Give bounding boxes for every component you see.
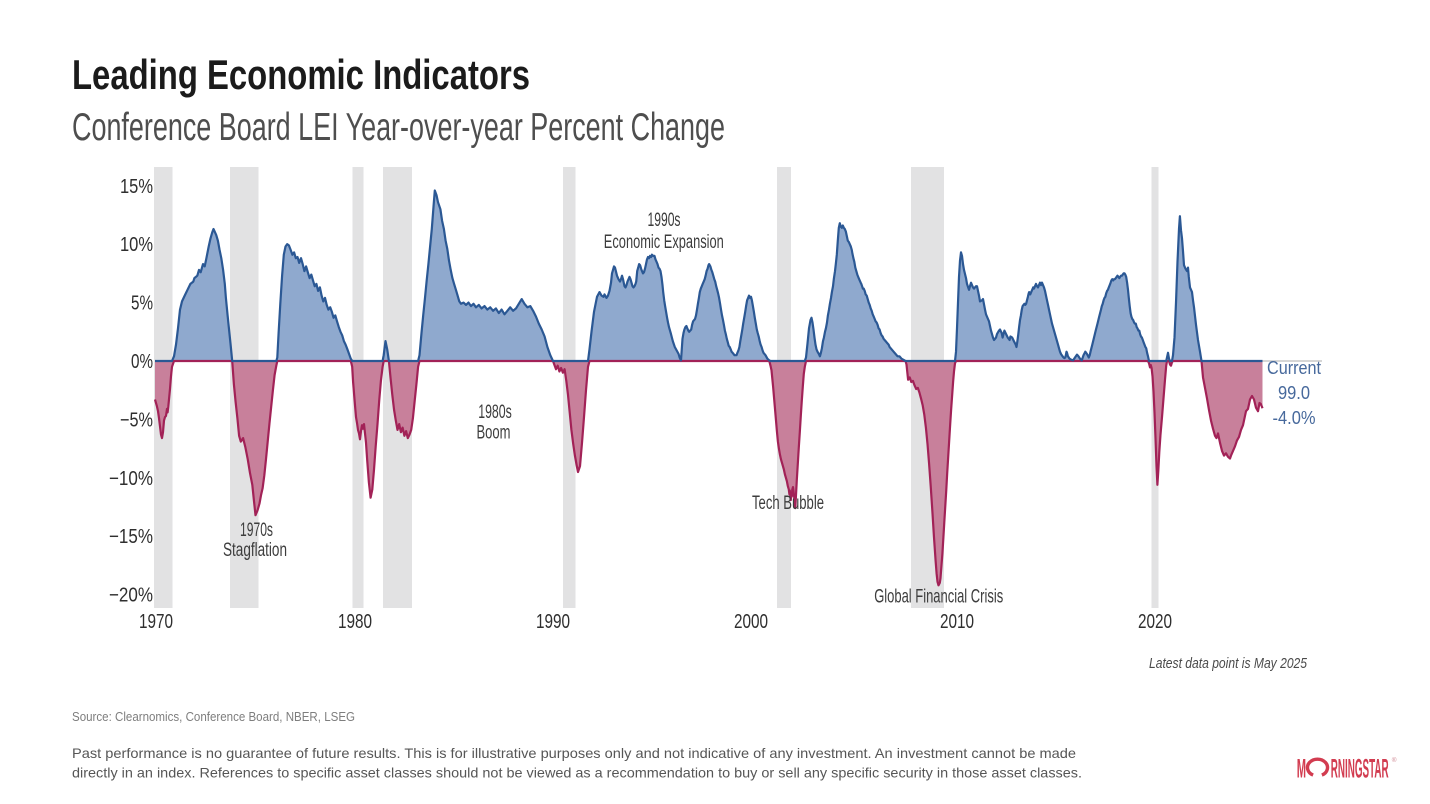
svg-text:Tech Bubble: Tech Bubble (752, 493, 824, 514)
svg-text:−5%: −5% (120, 409, 153, 431)
svg-text:®: ® (1392, 756, 1397, 764)
svg-text:Current: Current (1267, 358, 1321, 378)
svg-text:99.0: 99.0 (1278, 383, 1310, 403)
svg-text:Leading Economic Indicators: Leading Economic Indicators (72, 51, 530, 98)
svg-text:Stagflation: Stagflation (223, 540, 287, 561)
svg-text:directly in an index. Referenc: directly in an index. References to spec… (72, 764, 1082, 780)
svg-text:−15%: −15% (109, 526, 153, 548)
svg-text:0%: 0% (131, 351, 153, 373)
svg-text:2020: 2020 (1138, 611, 1172, 633)
svg-text:2010: 2010 (940, 611, 974, 633)
svg-text:Latest data point is May 2025: Latest data point is May 2025 (1149, 655, 1308, 672)
svg-text:10%: 10% (120, 234, 153, 256)
svg-text:1980: 1980 (338, 611, 372, 633)
svg-text:Boom: Boom (477, 423, 511, 444)
svg-text:1970: 1970 (139, 611, 173, 633)
svg-text:1970s: 1970s (240, 520, 273, 541)
svg-text:Global Financial Crisis: Global Financial Crisis (874, 587, 1003, 608)
svg-text:M: M (1297, 754, 1306, 784)
svg-text:1980s: 1980s (478, 402, 512, 423)
svg-text:15%: 15% (120, 176, 153, 198)
svg-text:2000: 2000 (734, 611, 768, 633)
svg-text:-4.0%: -4.0% (1273, 408, 1316, 428)
svg-text:1990s: 1990s (648, 210, 681, 231)
svg-text:Source: Clearnomics, Conferenc: Source: Clearnomics, Conference Board, N… (72, 710, 355, 724)
svg-text:−10%: −10% (109, 468, 153, 490)
svg-text:−20%: −20% (109, 585, 153, 607)
svg-text:Conference Board LEI Year-over: Conference Board LEI Year-over-year Perc… (72, 106, 725, 149)
svg-text:1990: 1990 (536, 611, 570, 633)
svg-text:RNINGSTAR: RNINGSTAR (1331, 754, 1389, 784)
svg-text:Past performance is no guarant: Past performance is no guarantee of futu… (72, 745, 1076, 761)
svg-text:Economic Expansion: Economic Expansion (604, 232, 724, 253)
svg-text:5%: 5% (131, 293, 153, 315)
